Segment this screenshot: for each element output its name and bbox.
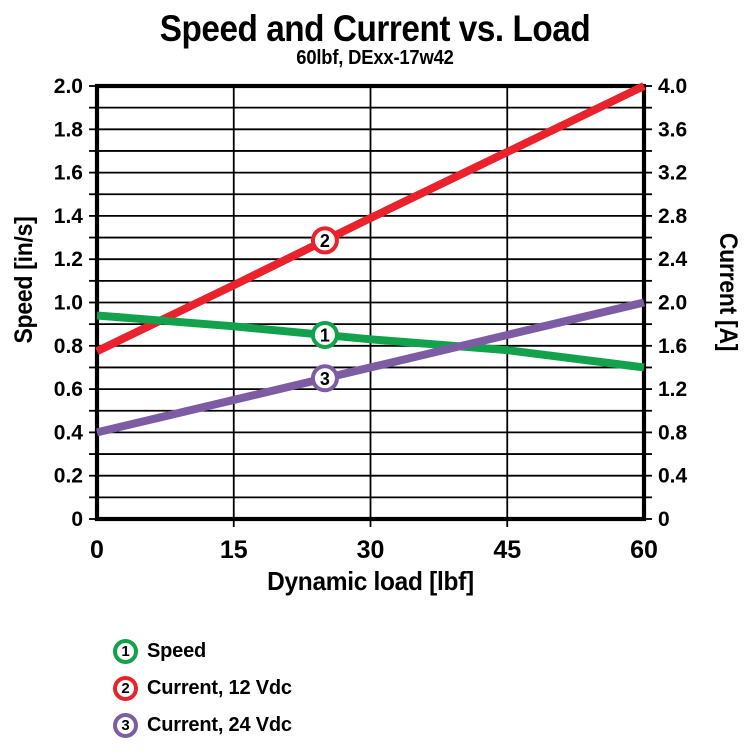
right-tick-label: 3.2 — [658, 162, 687, 185]
left-tick-label: 0.4 — [54, 421, 84, 444]
series-line-1 — [96, 311, 645, 372]
left-tick-label: 1.0 — [54, 292, 83, 315]
right-tick-label: 1.6 — [658, 335, 687, 358]
x-tick-label: 60 — [630, 536, 658, 564]
chart-title: Speed and Current vs. Load — [159, 8, 591, 49]
legend-marker-2-icon: 2 — [113, 676, 138, 701]
right-tick-label: 2.8 — [658, 205, 688, 228]
right-tick-label: 0.8 — [658, 421, 688, 444]
left-tick-label: 0.6 — [54, 378, 83, 401]
right-tick-label: 4.0 — [658, 75, 687, 98]
legend-item-current-24vdc: 3 Current, 24 Vdc — [113, 713, 292, 738]
series-line-3 — [96, 298, 645, 437]
x-tick-label: 30 — [357, 536, 385, 564]
plot-area: 0 0.2 0.4 0.6 0.8 1.0 1.2 1.4 1.6 1.8 2.0 0 0.4 0.8 1.… — [54, 75, 688, 564]
legend-marker-3-number: 3 — [121, 717, 130, 734]
right-tick-label: 2.0 — [658, 292, 687, 315]
left-tick-label: 0.2 — [54, 465, 83, 488]
legend-marker-3-icon: 3 — [113, 713, 138, 738]
left-tick-label: 0 — [71, 508, 83, 531]
left-tick-label: 1.2 — [54, 248, 83, 271]
legend-item-current-12vdc: 2 Current, 12 Vdc — [113, 676, 292, 701]
legend-marker-1-icon: 1 — [113, 639, 138, 664]
series-marker-1 — [310, 320, 339, 349]
legend-label-current-24vdc: Current, 24 Vdc — [147, 714, 292, 736]
right-tick-label: 2.4 — [658, 248, 688, 271]
series-marker-2 — [310, 226, 339, 255]
series-marker-3 — [310, 364, 339, 393]
legend-marker-1-number: 1 — [121, 643, 130, 660]
legend-label-current-12vdc: Current, 12 Vdc — [147, 677, 292, 699]
x-tick-label: 15 — [220, 536, 248, 564]
legend-label-speed: Speed — [147, 640, 207, 662]
legend-marker-2-number: 2 — [121, 680, 130, 697]
left-tick-label: 1.8 — [54, 118, 84, 141]
legend-item-speed: 1 Speed — [113, 639, 292, 664]
right-tick-label: 3.6 — [658, 118, 687, 141]
series-marker-number-2: 2 — [320, 231, 330, 251]
series-line-2 — [95, 82, 646, 355]
right-tick-label: 1.2 — [658, 378, 687, 401]
chart-subtitle: 60lbf, DExx-17w42 — [296, 47, 454, 69]
left-tick-label: 2.0 — [54, 75, 83, 98]
series-marker-number-1: 1 — [320, 325, 330, 345]
x-axis-title: Dynamic load [lbf] — [267, 566, 474, 596]
x-tick-label: 0 — [90, 536, 104, 564]
left-tick-label: 1.6 — [54, 162, 83, 185]
left-tick-label: 1.4 — [54, 205, 84, 228]
x-tick-label: 45 — [493, 536, 521, 564]
right-tick-label: 0 — [658, 508, 670, 531]
series-marker-number-3: 3 — [320, 369, 330, 389]
legend: 1 Speed 2 Current, 12 Vdc 3 Current, 24 … — [113, 639, 292, 750]
right-tick-label: 0.4 — [658, 465, 688, 488]
left-tick-label: 0.8 — [54, 335, 84, 358]
